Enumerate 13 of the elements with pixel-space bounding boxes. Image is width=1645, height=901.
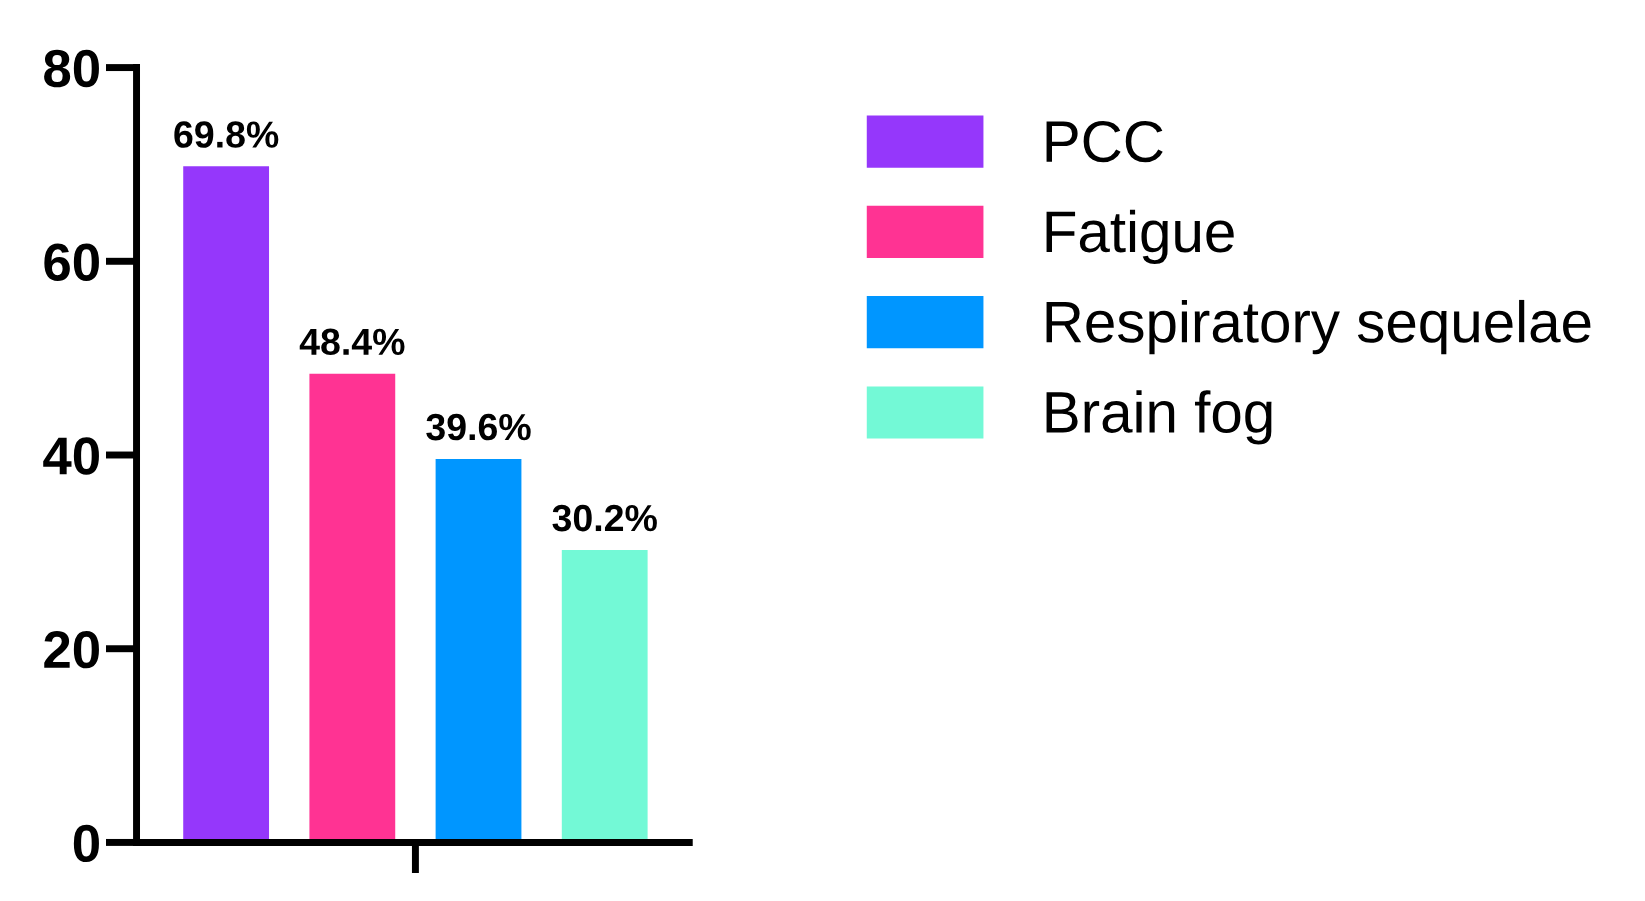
legend-label: Respiratory sequelae <box>1046 299 1591 355</box>
legend-label: PCC <box>1046 120 1163 163</box>
y-tick-label: 20 <box>44 630 99 669</box>
data-label: 48.4% <box>299 328 405 356</box>
data-label: 30.2% <box>552 504 657 532</box>
y-tick-label: 40 <box>43 437 99 475</box>
data-label: 69.8% <box>174 121 279 148</box>
legend-label: Brain fog <box>1046 390 1272 445</box>
y-tick-label: 60 <box>44 243 99 281</box>
y-tick-label: 0 <box>73 824 99 863</box>
legend-label: Fatigue <box>1046 209 1234 265</box>
y-tick-label: 80 <box>44 49 99 88</box>
data-label: 39.6% <box>426 413 531 441</box>
